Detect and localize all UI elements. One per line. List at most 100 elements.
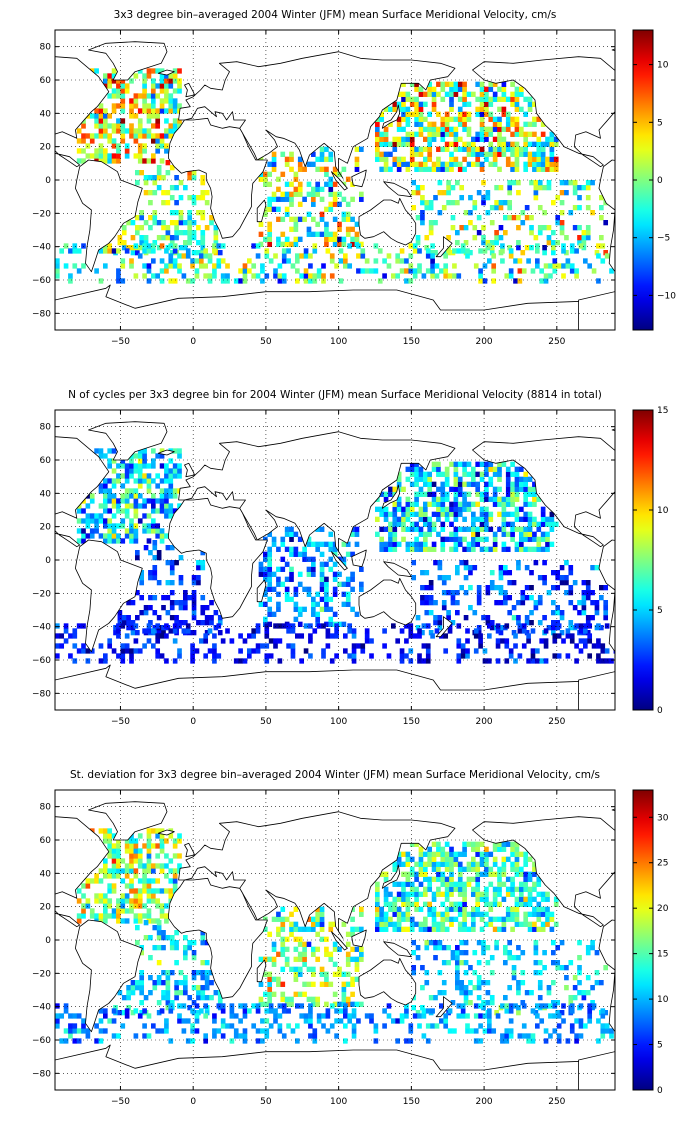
data-cell [107,83,113,89]
data-cell [343,253,348,259]
data-cell [492,901,498,907]
data-cell [587,1013,593,1019]
data-cell [484,486,489,492]
data-cell [424,945,430,951]
data-cell [462,916,467,922]
data-cell [523,161,529,167]
data-cell [559,565,565,571]
data-cell [165,980,171,986]
data-cell [267,931,273,937]
data-cell [209,215,214,221]
data-cell [409,506,415,512]
data-cell [146,878,152,884]
y-tick-label: −40 [32,1003,51,1013]
data-cell [519,921,524,927]
y-tick-label: 20 [40,523,52,533]
data-cell [401,96,406,102]
data-cell [418,131,424,137]
data-cell [290,623,296,629]
data-cell [116,273,121,279]
data-cell [190,1023,195,1029]
data-cell [217,620,223,626]
data-cell [446,200,451,206]
data-cell [427,851,433,857]
coastline-eurasia [178,811,456,939]
data-cell [133,493,139,499]
data-cell [514,126,520,132]
data-cell [280,981,286,987]
data-cell [139,610,145,616]
data-cell [433,615,438,621]
data-cell [164,128,169,134]
data-cell [494,600,499,606]
data-cell [548,1033,553,1039]
data-cell [513,658,518,664]
data-cell [137,448,143,454]
data-cell [264,623,270,629]
data-cell [417,248,422,254]
data-cell [276,581,281,587]
data-cell [137,903,143,909]
data-cell [284,996,290,1002]
data-cell [159,838,165,844]
data-cell [332,196,338,202]
data-cell [523,96,529,102]
data-cell [107,828,113,834]
data-cell [164,133,169,139]
data-cell [536,156,542,162]
data-cell [129,463,134,469]
data-cell [146,268,152,274]
data-cell [484,526,489,532]
coastline-new-zealand [435,996,453,1018]
data-cell [549,511,555,517]
data-cell [466,841,472,847]
data-cell [103,493,108,499]
data-cell [488,546,494,552]
data-cell [258,1001,264,1007]
data-cell [177,88,182,94]
data-cell [503,600,508,606]
data-cell [596,278,601,284]
data-cell [276,206,281,212]
coastline-new-guinea [383,561,412,578]
data-cell [457,161,463,167]
data-cell [546,235,552,241]
data-cell [159,88,165,94]
data-cell [423,866,428,872]
data-cell [98,118,104,124]
data-cell [174,225,179,231]
data-cell [345,211,351,217]
data-cell [392,911,398,917]
data-cell [151,108,156,114]
data-cell [164,88,169,94]
data-cell [306,541,312,547]
data-cell [174,980,179,986]
data-cell [277,278,283,284]
data-cell [510,151,515,157]
data-cell [453,466,459,472]
data-cell [311,216,316,222]
data-cell [457,486,463,492]
data-cell [543,278,549,284]
data-cell [449,861,454,867]
data-cell [72,1028,78,1034]
data-cell [345,601,351,607]
data-cell [229,1038,235,1044]
data-cell [338,278,344,284]
data-cell [117,240,123,246]
data-cell [532,151,537,157]
data-cell [503,230,508,236]
coastline-madagascar [256,579,267,603]
data-cell [423,861,428,867]
data-cell [271,196,277,202]
data-cell [103,453,108,459]
data-cell [405,106,411,112]
data-cell [284,531,290,537]
data-cell [453,91,459,97]
data-cell [449,106,454,112]
data-cell [452,1028,457,1034]
data-cell [59,1013,65,1019]
data-cell [536,146,542,152]
data-cell [375,516,380,522]
data-cell [152,625,158,631]
